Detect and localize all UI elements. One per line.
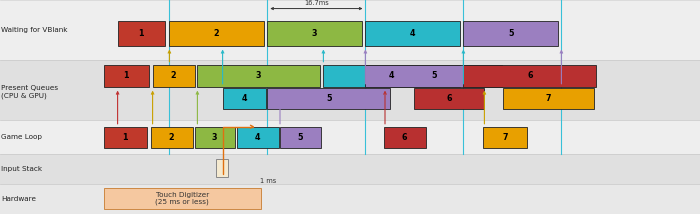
Text: 2: 2 [214, 29, 220, 38]
Text: 5: 5 [326, 94, 331, 103]
Text: Game Loop: Game Loop [1, 134, 43, 140]
Text: Input Stack: Input Stack [1, 166, 43, 172]
Bar [153, 65, 195, 87]
Text: 16.7ms: 16.7ms [304, 0, 329, 6]
Bar [365, 21, 460, 46]
Bar [503, 88, 594, 109]
Text: 3: 3 [256, 71, 261, 80]
Text: 7: 7 [503, 133, 507, 142]
Text: Touch Digitizer
(25 ms or less): Touch Digitizer (25 ms or less) [155, 192, 209, 205]
Bar [223, 88, 266, 109]
Bar [414, 88, 484, 109]
Text: Present Queues
(CPU & GPU): Present Queues (CPU & GPU) [1, 85, 59, 99]
Bar [0, 0, 700, 60]
Bar [150, 127, 193, 148]
Text: 5: 5 [298, 133, 303, 142]
Bar [463, 21, 558, 46]
Bar [365, 65, 502, 87]
Text: 2: 2 [169, 133, 174, 142]
Bar [0, 154, 700, 184]
Bar [104, 188, 261, 209]
Text: 6: 6 [527, 71, 533, 80]
Bar [197, 65, 320, 87]
Bar [195, 127, 235, 148]
Bar [483, 127, 527, 148]
Text: 4: 4 [410, 29, 415, 38]
Bar [384, 127, 426, 148]
Bar [104, 65, 149, 87]
Bar [237, 127, 279, 148]
Text: 4: 4 [389, 71, 394, 80]
Text: 5: 5 [508, 29, 513, 38]
Text: 7: 7 [545, 94, 551, 103]
Bar [280, 127, 321, 148]
Text: 1 ms: 1 ms [260, 178, 276, 184]
Text: 3: 3 [212, 133, 217, 142]
Bar [216, 159, 228, 177]
Text: 6: 6 [402, 133, 407, 142]
Text: 3: 3 [312, 29, 317, 38]
Bar [118, 21, 165, 46]
Text: 6: 6 [447, 94, 452, 103]
Text: 1: 1 [122, 133, 128, 142]
Text: Hardware: Hardware [1, 196, 36, 202]
Text: 1: 1 [139, 29, 144, 38]
Text: 4: 4 [255, 133, 260, 142]
Bar [0, 120, 700, 154]
Bar [267, 88, 390, 109]
Text: Waiting for VBlank: Waiting for VBlank [1, 27, 68, 33]
Bar [463, 65, 596, 87]
Text: 1: 1 [124, 71, 129, 80]
Text: 2: 2 [171, 71, 176, 80]
Text: 4: 4 [241, 94, 247, 103]
Bar [169, 21, 264, 46]
Bar [267, 21, 362, 46]
Bar [323, 65, 460, 87]
Bar [104, 127, 147, 148]
Text: 5: 5 [431, 71, 436, 80]
Bar [0, 60, 700, 120]
Bar [0, 184, 700, 214]
